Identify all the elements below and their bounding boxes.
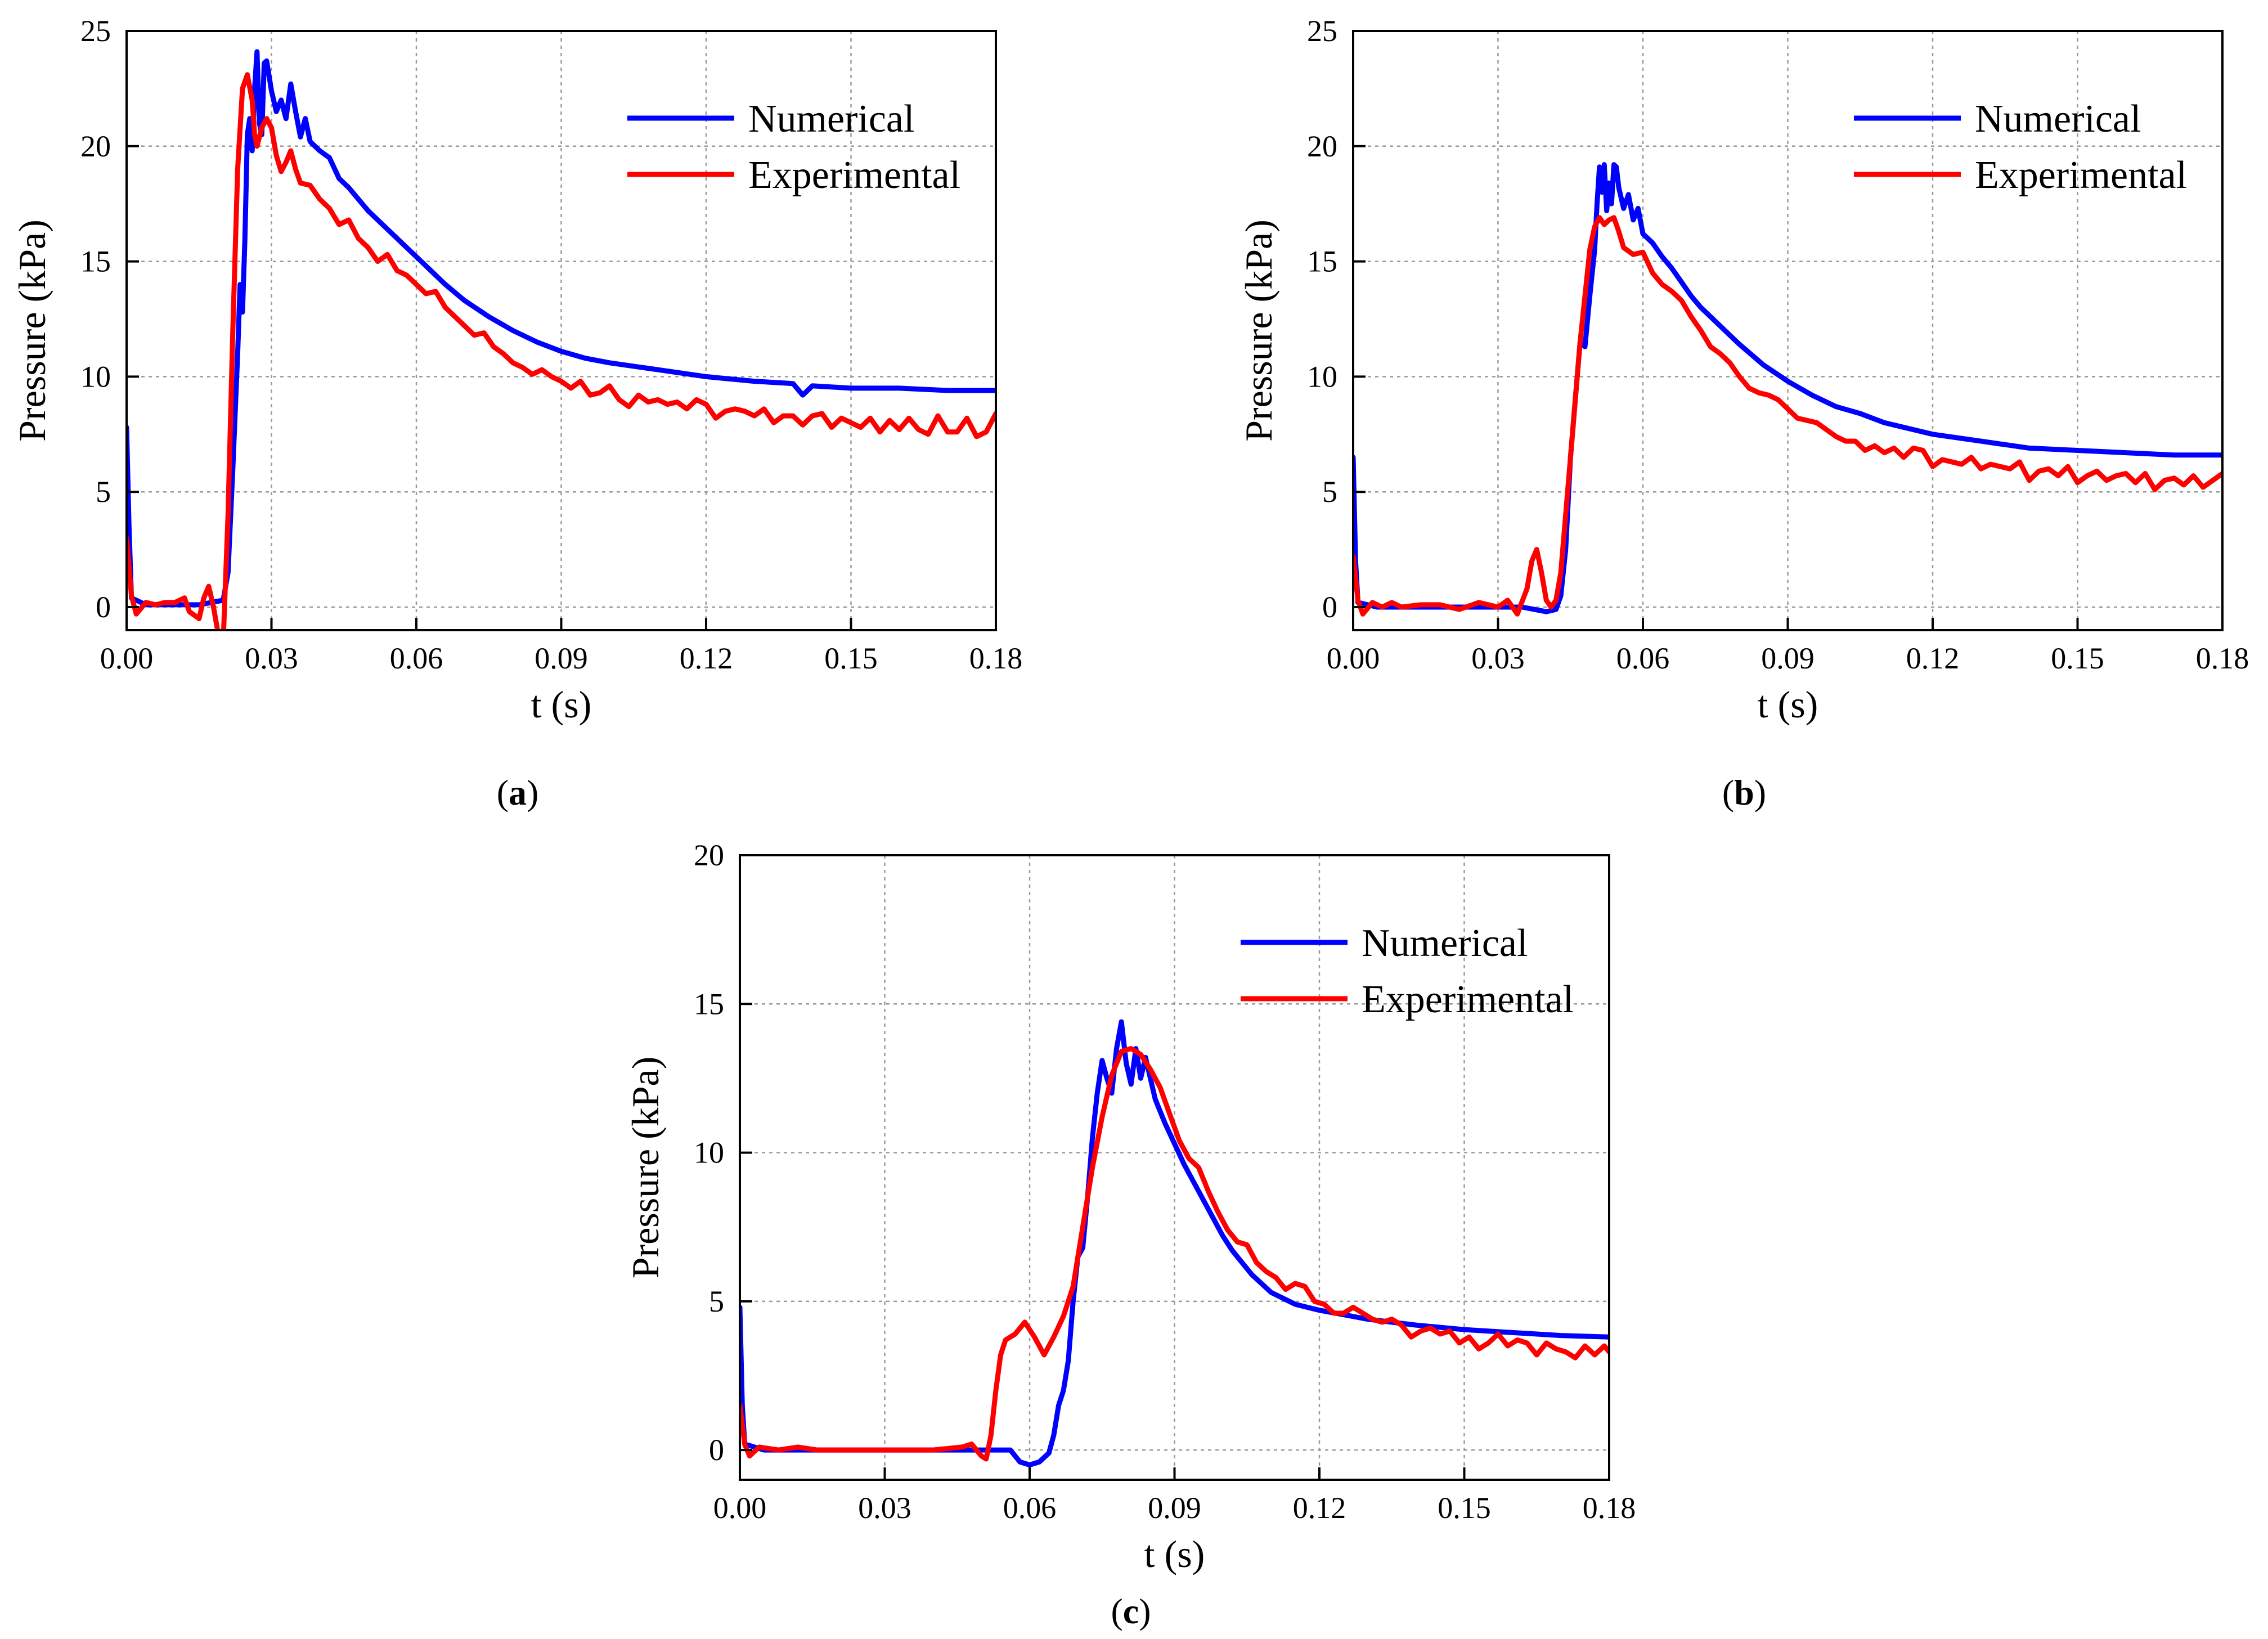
x-tick-label: 0.00 — [1327, 641, 1380, 675]
x-tick-label: 0.15 — [1438, 1491, 1491, 1525]
x-tick-label: 0.12 — [1293, 1491, 1346, 1525]
series-line-numerical — [127, 49, 996, 608]
panel-a: 0.00 0.03 0.06 0.09 0.12 0.15 0.18 0 5 10 15 20 25 t … — [11, 14, 1022, 812]
panel-caption: (b) — [1722, 773, 1766, 812]
x-tick-label: 0.03 — [245, 641, 298, 675]
x-axis-label: t (s) — [1144, 1533, 1205, 1575]
y-tick-label: 25 — [80, 14, 111, 48]
y-tick-label: 0 — [1322, 590, 1337, 624]
x-axis-label: t (s) — [1758, 683, 1818, 726]
panel-caption-letter: b — [1734, 773, 1754, 812]
legend: Numerical Experimental — [1241, 922, 1574, 1021]
grid — [1353, 31, 2222, 630]
y-tick-label: 15 — [80, 245, 111, 279]
y-tick-label: 0 — [96, 590, 111, 624]
legend-label-numerical: Numerical — [1362, 922, 1528, 965]
x-tick-label: 0.18 — [2196, 641, 2249, 675]
panel-caption-letter: c — [1123, 1591, 1139, 1631]
series-line-experimental — [740, 1046, 1609, 1462]
y-tick-label: 10 — [1307, 360, 1337, 393]
y-tick-label: 20 — [694, 838, 724, 872]
x-tick-label: 0.06 — [1003, 1491, 1057, 1525]
y-tick-label: 20 — [80, 129, 111, 163]
y-tick-label: 5 — [709, 1285, 724, 1318]
x-tick-label: 0.18 — [969, 641, 1023, 675]
panel-b: 0.00 0.03 0.06 0.09 0.12 0.15 0.18 0 5 10 15 20 25 t … — [1237, 14, 2249, 812]
legend: Numerical Experimental — [1854, 97, 2187, 197]
x-tick-label: 0.12 — [1906, 641, 1960, 675]
y-tick-label: 10 — [694, 1136, 724, 1170]
grid — [127, 31, 996, 630]
legend-label-experimental: Experimental — [748, 154, 960, 197]
grid — [740, 855, 1609, 1480]
y-tick-label: 5 — [1322, 475, 1337, 509]
series-line-numerical — [1353, 162, 2222, 614]
x-tick-label: 0.00 — [713, 1491, 767, 1525]
y-tick-label: 15 — [694, 987, 724, 1021]
x-axis-label: t (s) — [531, 683, 592, 726]
x-tick-label: 0.12 — [680, 641, 733, 675]
y-tick-label: 5 — [96, 475, 111, 509]
y-tick-label: 0 — [709, 1433, 724, 1467]
y-axis-label: Pressure (kPa) — [624, 1057, 667, 1279]
series-line-numerical — [740, 1019, 1609, 1468]
x-tick-label: 0.06 — [1616, 641, 1670, 675]
x-tick-label: 0.15 — [2051, 641, 2104, 675]
y-tick-label: 25 — [1307, 14, 1337, 48]
y-tick-label: 20 — [1307, 129, 1337, 163]
x-tick-label: 0.03 — [858, 1491, 911, 1525]
y-axis-label: Pressure (kPa) — [1237, 219, 1280, 442]
x-tick-label: 0.06 — [390, 641, 443, 675]
x-tick-label: 0.03 — [1471, 641, 1525, 675]
y-tick-label: 15 — [1307, 245, 1337, 279]
legend-label-numerical: Numerical — [748, 97, 914, 141]
panel-caption: (c) — [1111, 1591, 1151, 1631]
x-tick-label: 0.00 — [100, 641, 154, 675]
x-tick-label: 0.15 — [824, 641, 878, 675]
panel-caption: (a) — [497, 773, 539, 812]
y-tick-label: 10 — [80, 360, 111, 393]
x-tick-label: 0.09 — [1148, 1491, 1201, 1525]
x-tick-label: 0.09 — [1761, 641, 1815, 675]
legend-label-experimental: Experimental — [1362, 978, 1574, 1021]
legend-label-numerical: Numerical — [1975, 97, 2141, 141]
x-tick-label: 0.18 — [1583, 1491, 1636, 1525]
x-tick-label: 0.09 — [535, 641, 588, 675]
panel-c: 0.00 0.03 0.06 0.09 0.12 0.15 0.18 0 5 10 15 20 t (s… — [624, 838, 1636, 1631]
y-axis-label: Pressure (kPa) — [11, 219, 53, 442]
panel-caption-letter: a — [509, 773, 527, 812]
series-line-experimental — [1353, 215, 2222, 617]
legend: Numerical Experimental — [627, 97, 960, 197]
series-line-experimental — [127, 72, 996, 630]
legend-label-experimental: Experimental — [1975, 154, 2187, 197]
